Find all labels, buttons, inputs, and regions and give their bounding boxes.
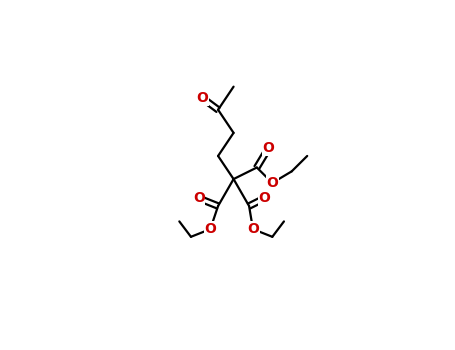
Text: O: O — [266, 176, 278, 190]
Text: O: O — [193, 191, 205, 205]
Text: O: O — [263, 141, 274, 155]
Text: O: O — [197, 91, 208, 105]
Text: O: O — [258, 191, 271, 205]
Text: O: O — [204, 222, 216, 236]
Text: O: O — [247, 222, 259, 236]
